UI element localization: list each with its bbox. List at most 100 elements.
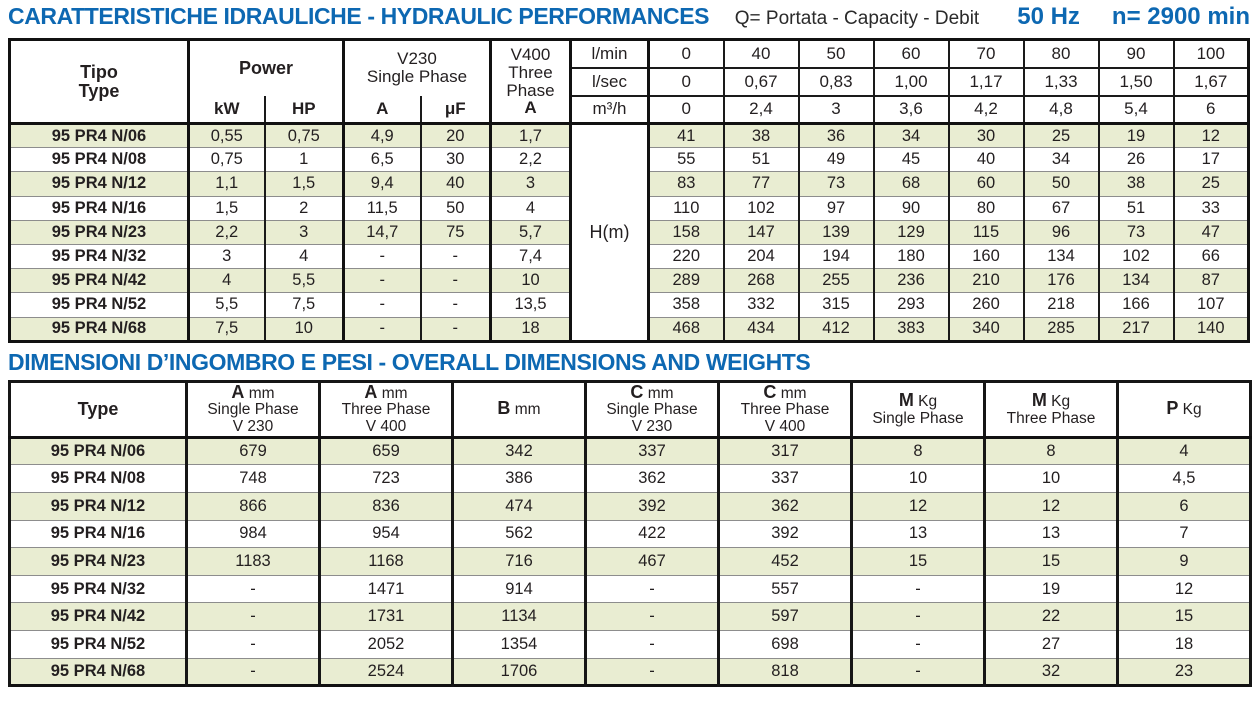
hp-value: 1,5 <box>263 171 345 197</box>
v400-line1: V400 <box>510 44 551 64</box>
a-value: - <box>342 268 422 294</box>
dim-value: 954 <box>318 519 454 549</box>
head-value: 34 <box>1022 147 1100 173</box>
pump-type: 95 PR4 N/06 <box>8 122 190 149</box>
head-value: 115 <box>947 219 1025 245</box>
head-value: 73 <box>797 171 875 197</box>
type-label-it: Tipo <box>80 61 118 82</box>
hp-value: 1 <box>263 147 345 173</box>
dim-value: 362 <box>717 492 853 521</box>
dim-value: 4,5 <box>1116 464 1252 494</box>
dim-value: - <box>850 574 986 604</box>
dim-value: 337 <box>584 436 720 466</box>
hp-value: 4 <box>263 243 345 270</box>
dim-value: 984 <box>185 519 321 549</box>
head-value: 134 <box>1097 268 1175 294</box>
dimensions-row: 95 PR4 N/06 679 659 342 337 317 8 8 4 <box>8 436 1252 466</box>
head-value: 166 <box>1097 292 1175 318</box>
dim-value: 836 <box>318 492 454 521</box>
flow-value-m3h: 4,2 <box>947 94 1025 125</box>
dim-col-header-m: M Kg Three Phase <box>983 379 1119 439</box>
head-value: 194 <box>797 243 875 270</box>
dim-value: 362 <box>584 464 720 494</box>
dim-value: 386 <box>451 464 587 494</box>
a400-value: 2,2 <box>489 147 572 173</box>
hp-value: 7,5 <box>263 292 345 318</box>
dim-value: 866 <box>185 492 321 521</box>
dim-value: 32 <box>983 657 1119 687</box>
dim-value: 1354 <box>451 630 587 659</box>
hp-value: 2 <box>263 195 345 221</box>
col-header-power: Power <box>187 38 345 96</box>
col-header-v400: V400 Three Phase A <box>489 38 572 125</box>
a400-value: 3 <box>489 171 572 197</box>
dim-value: 1706 <box>451 657 587 687</box>
kw-value: 7,5 <box>187 316 266 342</box>
dim-value: 659 <box>318 436 454 466</box>
head-value: 383 <box>872 316 950 342</box>
flow-value-lsec: 1,17 <box>947 66 1025 97</box>
dimensions-row: 95 PR4 N/12 866 836 474 392 362 12 12 6 <box>8 492 1252 521</box>
kw-value: 5,5 <box>187 292 266 318</box>
dim-value: 12 <box>850 492 986 521</box>
flow-value-lmin: 50 <box>797 38 875 69</box>
col-header-kw: kW <box>187 95 266 125</box>
dim-value: 18 <box>1116 630 1252 659</box>
flow-value-lmin: 60 <box>872 38 950 69</box>
head-value: 139 <box>797 219 875 245</box>
dim-value: 7 <box>1116 519 1252 549</box>
col-header-type: Tipo Type <box>8 38 190 125</box>
dim-value: 8 <box>983 436 1119 466</box>
dim-value: 452 <box>717 547 853 576</box>
flow-value-lsec: 1,00 <box>872 66 950 97</box>
a-value: - <box>342 292 422 318</box>
head-value: 40 <box>947 147 1025 173</box>
flow-value-m3h: 4,8 <box>1022 94 1100 125</box>
head-value: 36 <box>797 122 875 149</box>
dim-value: - <box>185 574 321 604</box>
dimensions-section-title: DIMENSIONI D’INGOMBRO E PESI - OVERALL D… <box>8 348 811 375</box>
dimensions-row: 95 PR4 N/08 748 723 386 362 337 10 10 4,5 <box>8 464 1252 494</box>
dim-value: 1134 <box>451 602 587 632</box>
col-header-hp: HP <box>263 95 345 125</box>
dim-col-header-a: A mm Single Phase V 230 <box>185 379 321 439</box>
dim-value: 10 <box>983 464 1119 494</box>
dim-value: - <box>850 602 986 632</box>
pump-type: 95 PR4 N/42 <box>8 602 188 632</box>
dim-value: 422 <box>584 519 720 549</box>
a-value: - <box>342 243 422 270</box>
pump-type: 95 PR4 N/52 <box>8 630 188 659</box>
flow-value-m3h: 3,6 <box>872 94 950 125</box>
hp-value: 10 <box>263 316 345 342</box>
head-value: 160 <box>947 243 1025 270</box>
dimensions-row: 95 PR4 N/42-1731 1134-597-22 15 <box>8 602 1252 632</box>
flow-row-lsec-anchor: l/sec 0 0,67 0,83 1,00 1,17 1,33 1,50 1,67 <box>10 66 1250 97</box>
a400-value: 18 <box>489 316 572 342</box>
dim-value: - <box>850 657 986 687</box>
head-value: 96 <box>1022 219 1100 245</box>
head-value: 315 <box>797 292 875 318</box>
pump-type: 95 PR4 N/23 <box>8 219 190 245</box>
dim-value: 392 <box>584 492 720 521</box>
head-value: 220 <box>647 243 725 270</box>
pump-type: 95 PR4 N/16 <box>8 195 190 221</box>
head-value: 90 <box>872 195 950 221</box>
dim-value: 2524 <box>318 657 454 687</box>
head-value: 67 <box>1022 195 1100 221</box>
hp-value: 3 <box>263 219 345 245</box>
col-header-uf: μF <box>419 95 492 125</box>
head-value: 268 <box>722 268 800 294</box>
v400-amps-label: A <box>524 98 537 118</box>
unit-lsec: l/sec <box>569 66 650 97</box>
flow-value-m3h: 5,4 <box>1097 94 1175 125</box>
head-value: 25 <box>1172 171 1250 197</box>
uf-value: 50 <box>419 195 492 221</box>
pump-type: 95 PR4 N/32 <box>8 574 188 604</box>
dim-value: - <box>185 602 321 632</box>
dim-value: 698 <box>717 630 853 659</box>
uf-value: 75 <box>419 219 492 245</box>
head-value: 73 <box>1097 219 1175 245</box>
dim-value: 19 <box>983 574 1119 604</box>
datasheet-page: CARATTERISTICHE IDRAULICHE - HYDRAULIC P… <box>8 3 1252 688</box>
dim-value: 13 <box>983 519 1119 549</box>
